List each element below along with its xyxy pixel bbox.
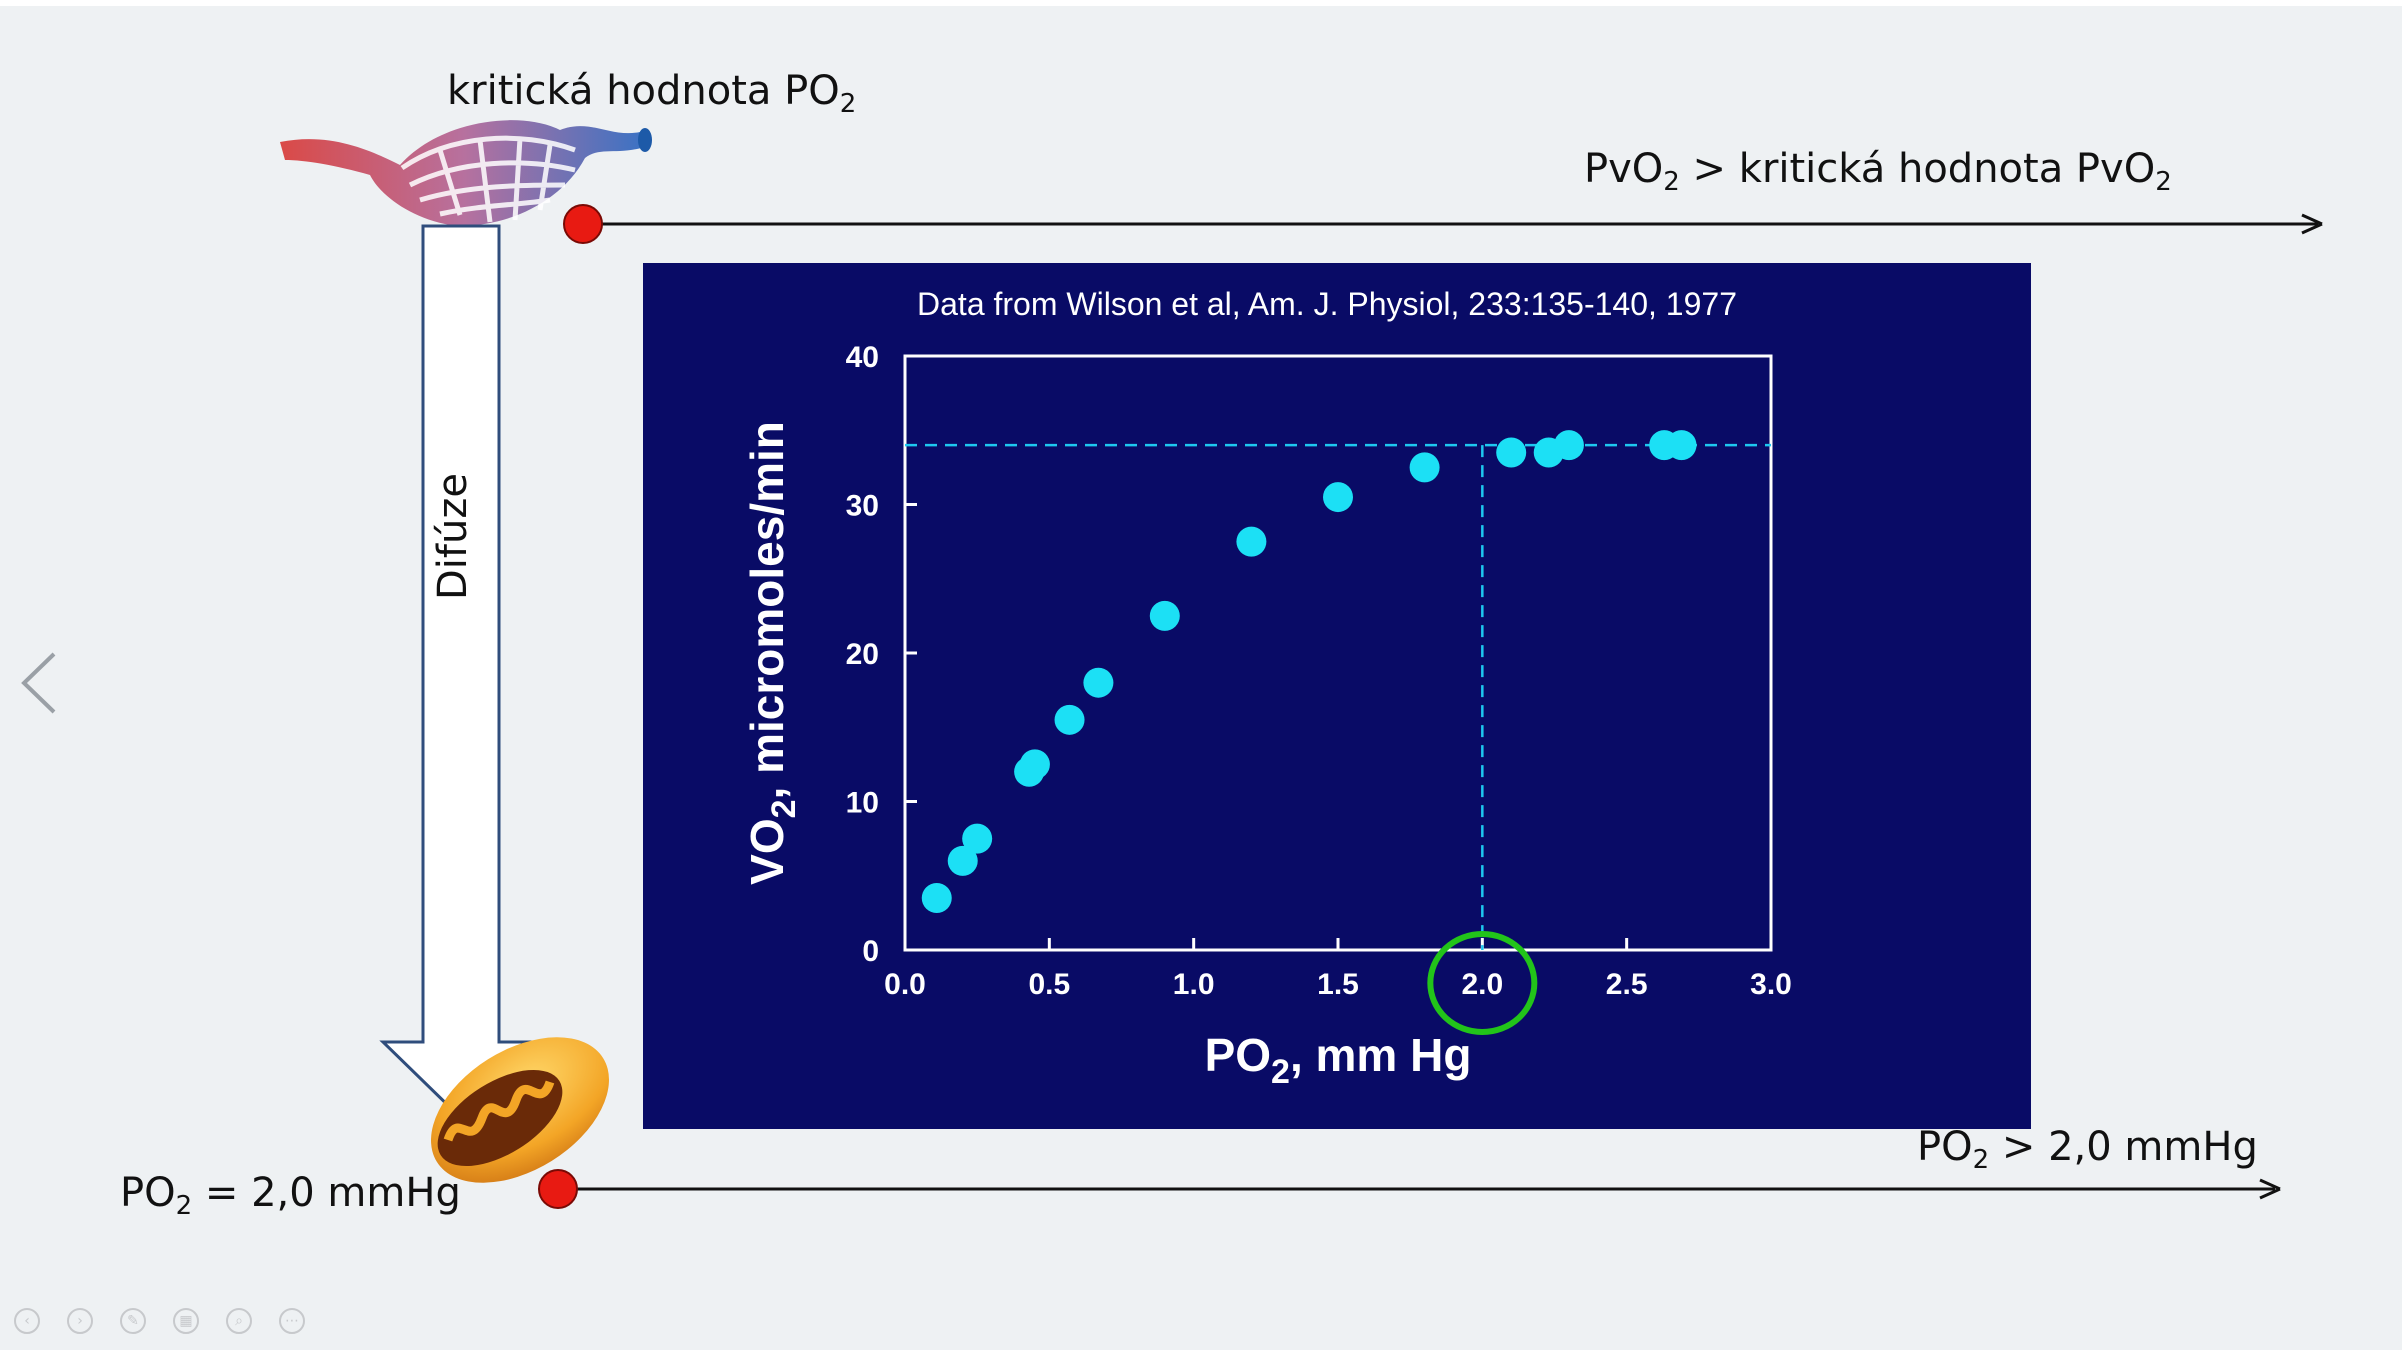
capillary-bed-image <box>280 120 652 226</box>
x-axis-title: PO2, mm Hg <box>1205 1029 1472 1091</box>
slides-grid-icon[interactable]: ▦ <box>173 1308 199 1334</box>
top-strip <box>0 0 2402 6</box>
data-point <box>1409 452 1440 483</box>
more-options-icon[interactable]: ⋯ <box>279 1308 305 1334</box>
data-point <box>1083 667 1114 698</box>
critical-value-highlight-circle <box>1427 931 1538 1035</box>
bottom-red-dot <box>538 1169 578 1209</box>
data-point <box>1553 430 1584 461</box>
data-point <box>1666 430 1697 461</box>
y-axis-title: VO2, micromoles/min <box>741 421 803 885</box>
po2-greater-label: PO2 > 2,0 mmHg <box>1917 1124 2258 1175</box>
x-tick-label: 3.0 <box>1750 968 1792 1001</box>
presentation-controls: ‹ › ✎ ▦ ⌕ ⋯ <box>14 1308 305 1334</box>
diffusion-label: Difúze <box>430 473 476 600</box>
y-tick-label: 40 <box>846 341 879 374</box>
x-tick-label: 1.0 <box>1173 968 1215 1001</box>
previous-slide-chevron-icon[interactable] <box>16 648 62 718</box>
y-tick-label: 20 <box>846 638 879 671</box>
y-tick-label: 0 <box>862 935 879 968</box>
chart-title: Data from Wilson et al, Am. J. Physiol, … <box>917 286 1737 322</box>
critical-value-label: kritická hodnota PO2 <box>447 68 857 119</box>
zoom-icon[interactable]: ⌕ <box>226 1308 252 1334</box>
data-point <box>1323 482 1353 513</box>
data-point <box>962 823 993 854</box>
x-tick-label: 0.5 <box>1028 968 1070 1001</box>
x-tick-label: 2.5 <box>1606 968 1648 1001</box>
pen-icon[interactable]: ✎ <box>120 1308 146 1334</box>
data-point <box>1019 749 1050 780</box>
chart-panel: Data from Wilson et al, Am. J. Physiol, … <box>643 263 2031 1129</box>
x-tick-label: 1.5 <box>1317 968 1359 1001</box>
y-tick-label: 10 <box>846 787 879 820</box>
po2-equal-label: PO2 = 2,0 mmHg <box>120 1170 461 1221</box>
data-point <box>921 883 952 914</box>
data-point <box>1149 600 1180 631</box>
pvo2-condition-label: PvO2 > kritická hodnota PvO2 <box>1584 146 2172 197</box>
x-tick-label: 0.0 <box>884 968 926 1001</box>
top-red-dot <box>563 204 603 244</box>
y-tick-label: 30 <box>846 490 879 523</box>
diffusion-arrow <box>379 224 568 1120</box>
scatter-chart: Data from Wilson et al, Am. J. Physiol, … <box>741 286 1792 1091</box>
data-point <box>947 845 978 876</box>
play-icon[interactable]: › <box>67 1308 93 1334</box>
x-tick-label: 2.0 <box>1461 968 1503 1001</box>
mitochondrion-image <box>431 1037 609 1183</box>
data-point <box>1236 526 1267 557</box>
data-point <box>1054 704 1085 735</box>
data-point <box>1496 437 1527 468</box>
previous-icon[interactable]: ‹ <box>14 1308 40 1334</box>
